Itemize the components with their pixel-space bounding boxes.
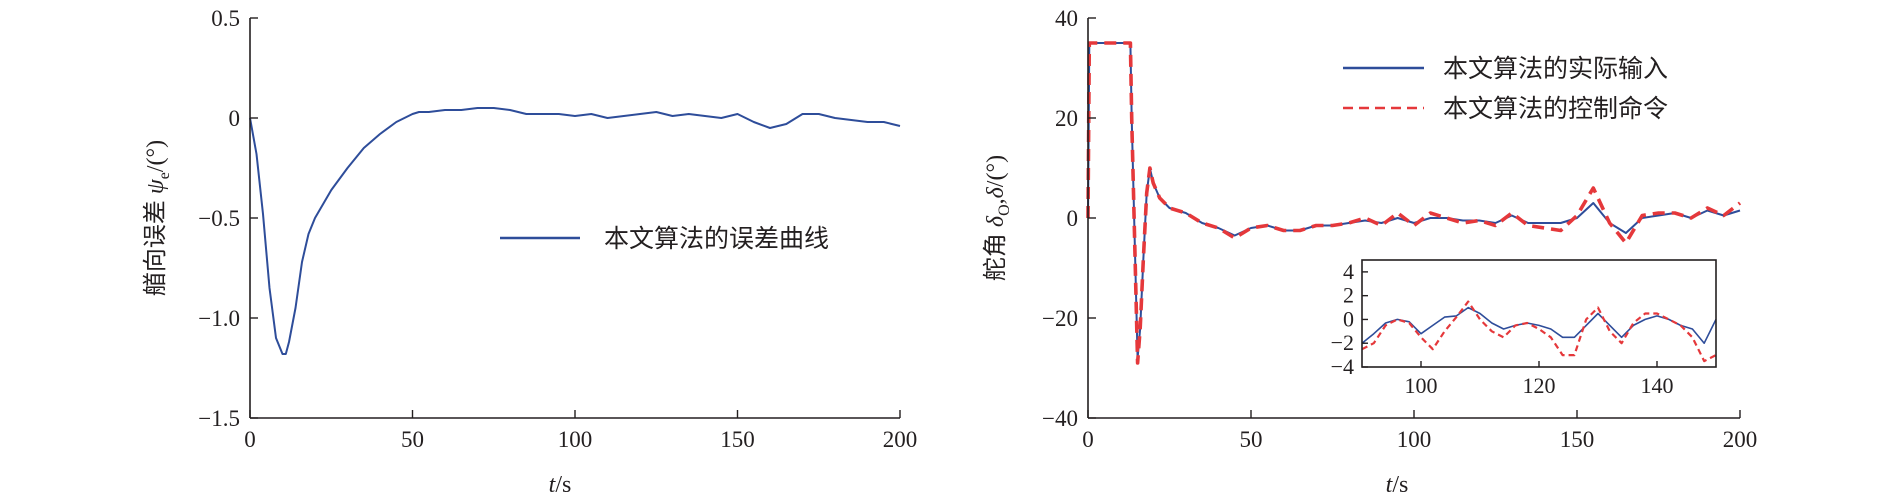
inset-y-tick-label: 0 [1343, 306, 1354, 331]
right-y-axis-title: 舵角 δO,δ/(°) [982, 155, 1013, 281]
left-legend: 本文算法的误差曲线 [500, 225, 829, 253]
left-y-axis-title: 艏向误差 ψe/(°) [142, 140, 173, 296]
left-x-tick-label: 200 [883, 427, 918, 452]
left-ticks: 0 50 100 150 200 −1.5 −1.0 −0.5 0 0.5 [198, 6, 917, 452]
left-x-tick-label: 50 [401, 427, 424, 452]
right-x-tick-label: 200 [1723, 427, 1758, 452]
right-plot-data [1086, 41, 1742, 365]
inset-y-tick-label: −4 [1331, 354, 1354, 379]
left-series-actual-line [249, 107, 901, 355]
inset-x-tick-label: 100 [1405, 373, 1438, 398]
right-y-tick-label: 40 [1055, 6, 1078, 31]
right-legend-actual-label: 本文算法的实际输入 [1443, 55, 1668, 83]
inset-background [1362, 260, 1716, 367]
left-chart: 0 50 100 150 200 −1.5 −1.0 −0.5 0 0.5 本文算法的误差曲线 t… [142, 6, 917, 498]
right-legend: 本文算法的实际输入 本文算法的控制命令 [1343, 55, 1668, 123]
left-x-tick-label: 100 [558, 427, 593, 452]
left-legend-label: 本文算法的误差曲线 [604, 225, 829, 253]
right-x-tick-label: 100 [1397, 427, 1432, 452]
left-y-tick-label: −0.5 [198, 206, 240, 231]
right-x-axis-title: t/s [1386, 472, 1409, 498]
left-x-tick-label: 150 [720, 427, 755, 452]
right-y-tick-label: −20 [1042, 306, 1078, 331]
right-x-tick-label: 50 [1240, 427, 1263, 452]
left-y-tick-label: 0 [229, 106, 241, 131]
inset-y-tick-label: −2 [1331, 330, 1354, 355]
inset-x-tick-label: 120 [1523, 373, 1556, 398]
inset-y-tick-label: 2 [1343, 283, 1354, 308]
right-y-tick-label: 0 [1067, 206, 1079, 231]
left-y-tick-label: −1.5 [198, 406, 240, 431]
left-x-axis-title: t/s [549, 472, 572, 498]
right-y-tick-label: −40 [1042, 406, 1078, 431]
left-axes [249, 18, 900, 419]
inset-x-tick-label: 140 [1641, 373, 1674, 398]
inset-series-actual-line [1361, 306, 1717, 344]
right-legend-command-label: 本文算法的控制命令 [1443, 95, 1668, 123]
left-y-tick-label: −1.0 [198, 306, 240, 331]
right-x-tick-label: 150 [1560, 427, 1595, 452]
inset-plot-data [1361, 300, 1717, 363]
left-plot-data [249, 107, 901, 355]
right-series-command-line [1086, 41, 1742, 365]
inset-series-command-line [1361, 300, 1717, 363]
left-y-tick-label: 0.5 [211, 6, 240, 31]
inset-y-tick-label: 4 [1343, 259, 1354, 284]
right-y-tick-label: 20 [1055, 106, 1078, 131]
left-x-tick-label: 0 [244, 427, 256, 452]
right-x-tick-label: 0 [1082, 427, 1094, 452]
